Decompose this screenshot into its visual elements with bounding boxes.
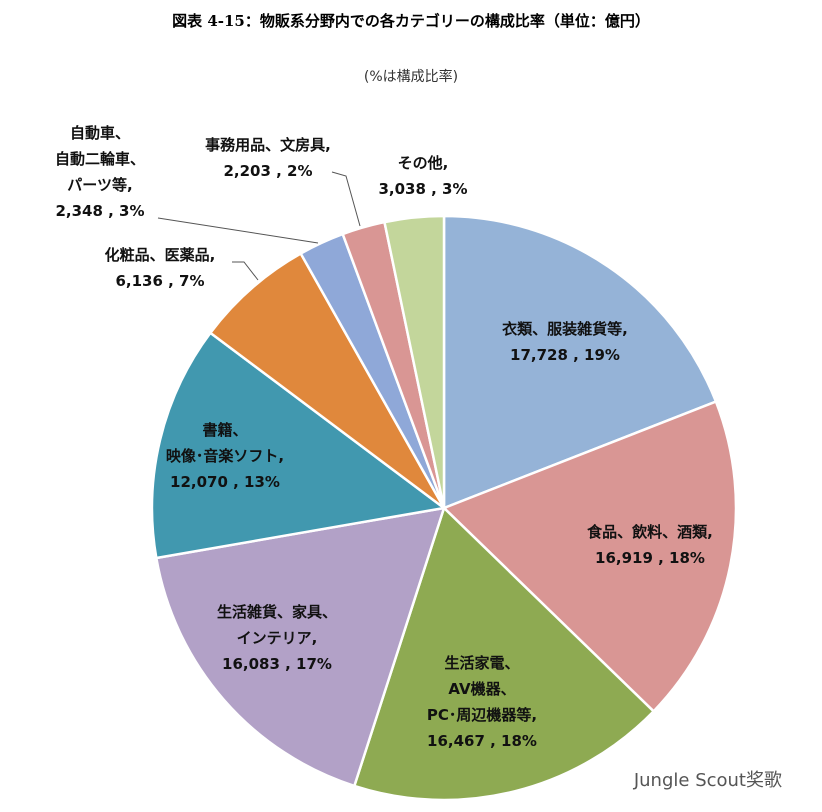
slice-category-label: 食品、飲料、酒類, [587,523,713,541]
slice-value-label: 2,203 , 2% [223,162,313,180]
slice-category-label: 自動車、 自動二輪車、 パーツ等, [54,124,146,194]
slice-value-label: 12,070 , 13% [170,473,280,491]
pie-slice [383,214,446,509]
slice-value-label: 16,919 , 18% [595,549,705,567]
slice-category-label: 衣類、服装雑貨等, [502,320,628,338]
chart-title: 図表 4-15：物販系分野内での各カテゴリーの構成比率（単位：億円） [172,12,650,30]
pie-slice [208,251,446,510]
slice-value-label: 2,348 , 3% [55,202,145,220]
slice-category-label: 書籍、 映像･音楽ソフト, [165,421,285,465]
slice-category-label: 事務用品、文房具, [205,136,331,154]
leader-line [157,217,319,244]
chart-subtitle: (%は構成比率) [363,69,459,85]
slice-value-label: 16,083 , 17% [222,655,332,673]
slice-value-label: 3,038 , 3% [378,180,468,198]
leader-line [232,261,259,281]
slice-category-label: 生活家電、 AV機器、 PC･周辺機器等, [426,654,538,724]
slice-category-label: その他, [397,154,449,172]
watermark: Jungle Scout奖歌 [633,770,782,791]
leader-line [331,171,361,227]
slice-value-label: 6,136 , 7% [115,272,205,290]
pie-slice [154,506,446,788]
pie-slice [441,399,738,714]
slice-category-label: 化粧品、医薬品, [104,246,216,264]
slice-category-label: 生活雑貨、家具、 インテリア, [216,603,338,647]
pie-slice [352,505,656,802]
slice-value-label: 17,728 , 19% [510,346,620,364]
slice-value-label: 16,467 , 18% [427,732,537,750]
pie-slice [150,331,448,560]
pie-slice [442,214,718,510]
